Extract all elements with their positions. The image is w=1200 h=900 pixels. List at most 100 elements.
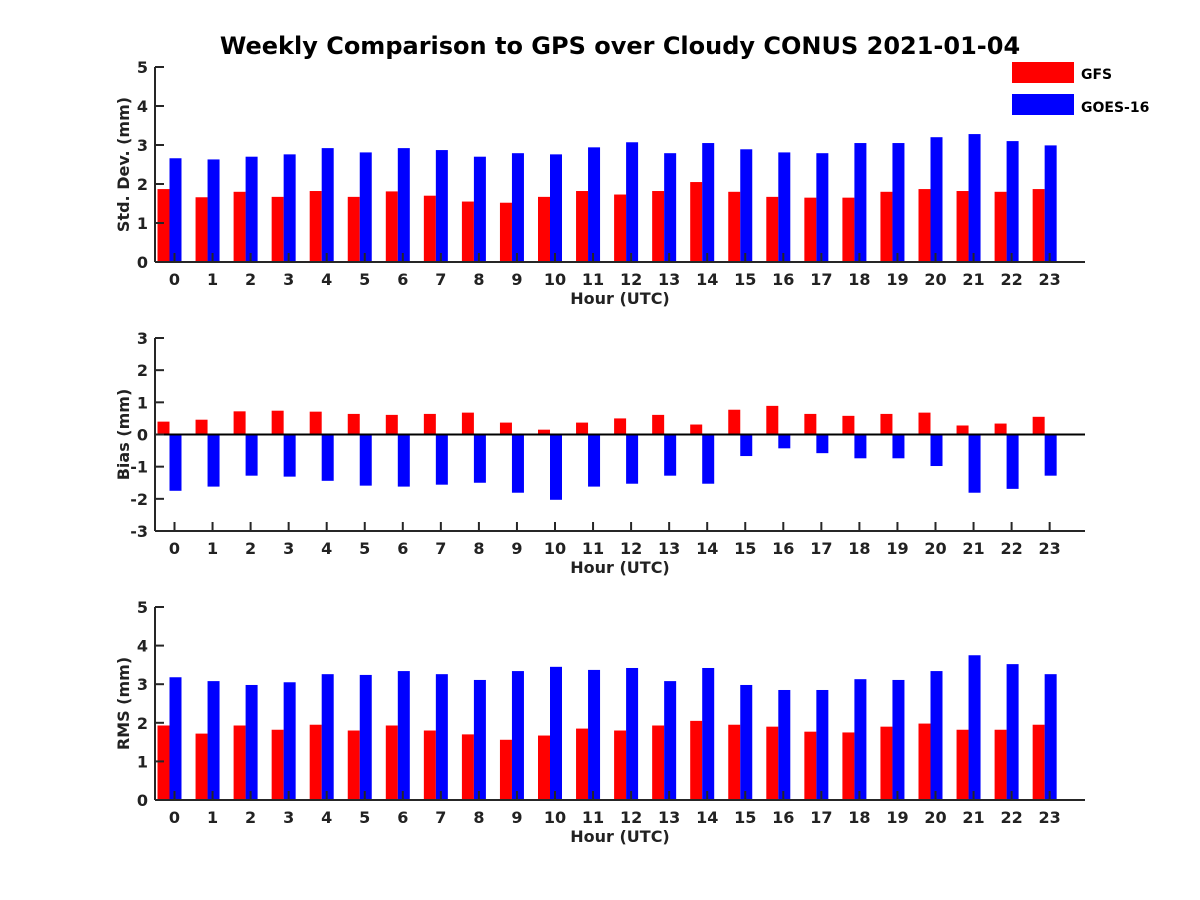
std-dev-bar-goes16-23 xyxy=(1044,145,1057,262)
bias-bar-goes16-0 xyxy=(169,434,182,491)
std-dev-x-tick-label: 6 xyxy=(397,270,408,289)
rms-bar-goes16-15 xyxy=(740,684,753,800)
std-dev-bar-goes16-20 xyxy=(930,137,943,262)
bias-bar-gfs-7 xyxy=(423,413,436,435)
rms-bar-goes16-19 xyxy=(892,679,905,800)
rms-bar-gfs-19 xyxy=(880,726,893,800)
bias-bar-gfs-2 xyxy=(233,411,246,435)
bias-x-tick-label: 10 xyxy=(544,539,566,558)
std-dev-y-axis-label: Std. Dev. (mm) xyxy=(114,97,133,232)
bias-bar-gfs-3 xyxy=(271,410,284,435)
rms-y-tick-label: 1 xyxy=(137,752,148,771)
std-dev-bar-goes16-2 xyxy=(245,156,258,262)
bias-x-tick-label: 6 xyxy=(397,539,408,558)
bias-y-tick-label: -2 xyxy=(130,490,148,509)
rms-bar-goes16-12 xyxy=(626,667,639,800)
bias-bar-goes16-10 xyxy=(550,434,562,500)
std-dev-bar-goes16-15 xyxy=(740,149,753,262)
rms-bar-gfs-5 xyxy=(347,730,360,800)
rms-x-tick-label: 9 xyxy=(511,808,522,827)
bias-bar-goes16-18 xyxy=(854,434,867,459)
std-dev-x-tick-label: 13 xyxy=(658,270,680,289)
rms-bar-gfs-17 xyxy=(804,731,817,800)
chart-title: Weekly Comparison to GPS over Cloudy CON… xyxy=(220,32,1020,60)
rms-bar-gfs-15 xyxy=(728,724,741,800)
rms-x-tick-label: 0 xyxy=(169,808,180,827)
rms-bar-gfs-10 xyxy=(538,735,550,800)
std-dev-y-tick-label: 0 xyxy=(137,253,148,272)
rms-bar-gfs-7 xyxy=(423,730,436,800)
std-dev-x-tick-label: 23 xyxy=(1039,270,1061,289)
std-dev-bar-gfs-15 xyxy=(728,191,741,262)
bias-bar-gfs-1 xyxy=(195,419,208,435)
legend-swatch-goes16 xyxy=(1012,94,1074,115)
bias-bar-goes16-19 xyxy=(892,434,905,459)
rms-bar-goes16-2 xyxy=(245,684,258,800)
rms-y-tick-label: 4 xyxy=(137,637,148,656)
std-dev-bar-gfs-13 xyxy=(652,191,665,262)
bias-x-tick-label: 5 xyxy=(359,539,370,558)
std-dev-x-tick-label: 12 xyxy=(620,270,642,289)
rms-bar-goes16-11 xyxy=(588,669,601,800)
std-dev-bar-gfs-14 xyxy=(690,182,703,262)
std-dev-x-tick-label: 15 xyxy=(734,270,756,289)
std-dev-x-tick-label: 19 xyxy=(886,270,908,289)
rms-bar-gfs-4 xyxy=(309,724,322,800)
rms-x-tick-label: 17 xyxy=(810,808,832,827)
bias-y-tick-label: 3 xyxy=(137,329,148,348)
bias-bar-goes16-12 xyxy=(626,434,639,484)
std-dev-x-tick-label: 1 xyxy=(207,270,218,289)
std-dev-bar-gfs-1 xyxy=(195,197,208,262)
bias-x-tick-label: 18 xyxy=(848,539,870,558)
std-dev-x-tick-label: 14 xyxy=(696,270,718,289)
bias-bar-goes16-14 xyxy=(702,434,715,484)
std-dev-x-tick-label: 10 xyxy=(544,270,566,289)
rms-bar-goes16-20 xyxy=(930,671,943,800)
bias-bar-goes16-6 xyxy=(397,434,410,487)
bias-bar-goes16-11 xyxy=(588,434,601,487)
rms-bar-goes16-4 xyxy=(321,674,334,800)
rms-bar-goes16-18 xyxy=(854,679,867,800)
bias-bar-gfs-23 xyxy=(1032,416,1045,435)
bias-bar-gfs-0 xyxy=(157,421,170,435)
std-dev-bar-gfs-20 xyxy=(918,189,931,262)
bias-y-tick-label: 1 xyxy=(137,393,148,412)
std-dev-x-tick-label: 20 xyxy=(924,270,946,289)
std-dev-bar-gfs-10 xyxy=(538,196,550,262)
rms-y-tick-label: 0 xyxy=(137,791,148,810)
bias-bar-goes16-8 xyxy=(473,434,486,483)
bias-bar-goes16-7 xyxy=(435,434,448,485)
bias-bar-gfs-22 xyxy=(994,423,1007,435)
rms-y-tick-label: 2 xyxy=(137,714,148,733)
std-dev-bar-gfs-12 xyxy=(614,194,627,262)
rms-y-axis-label: RMS (mm) xyxy=(114,657,133,750)
bias-bar-gfs-14 xyxy=(690,424,703,435)
rms-bar-gfs-18 xyxy=(842,732,855,800)
rms-x-tick-label: 16 xyxy=(772,808,794,827)
bias-bar-gfs-17 xyxy=(804,413,817,435)
bias-bar-gfs-19 xyxy=(880,413,893,435)
rms-x-tick-label: 18 xyxy=(848,808,870,827)
bias-bar-goes16-2 xyxy=(245,434,258,476)
std-dev-bar-goes16-14 xyxy=(702,143,715,262)
rms-x-tick-label: 3 xyxy=(283,808,294,827)
rms-bar-gfs-3 xyxy=(271,729,284,800)
bias-bar-gfs-18 xyxy=(842,415,855,435)
bias-bar-gfs-11 xyxy=(576,422,589,435)
bias-x-tick-label: 8 xyxy=(473,539,484,558)
std-dev-bar-goes16-17 xyxy=(816,153,829,262)
bias-bar-goes16-16 xyxy=(778,434,791,449)
std-dev-bar-goes16-11 xyxy=(588,147,601,262)
rms-x-tick-label: 1 xyxy=(207,808,218,827)
std-dev-x-tick-label: 4 xyxy=(321,270,332,289)
std-dev-bar-gfs-4 xyxy=(309,191,322,262)
bias-x-tick-label: 13 xyxy=(658,539,680,558)
legend-label-goes16: GOES-16 xyxy=(1081,100,1149,116)
rms-bar-goes16-22 xyxy=(1006,664,1019,800)
rms-bar-gfs-11 xyxy=(576,728,589,800)
rms-bar-goes16-0 xyxy=(169,677,182,800)
std-dev-x-tick-label: 17 xyxy=(810,270,832,289)
bias-y-tick-label: -3 xyxy=(130,522,148,541)
